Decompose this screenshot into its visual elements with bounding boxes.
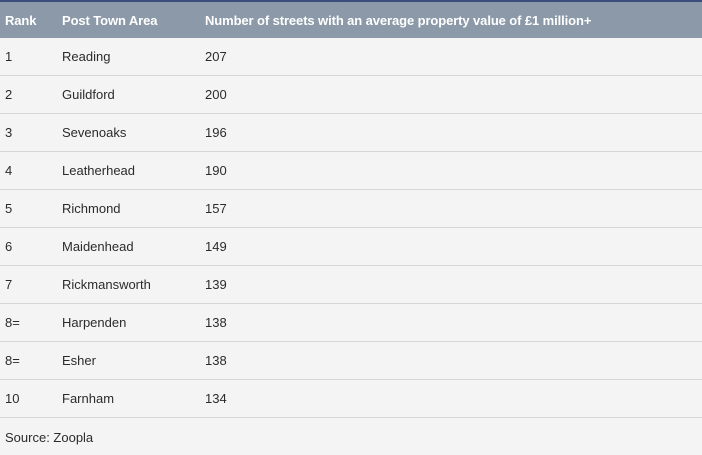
- table-header: Rank Post Town Area Number of streets wi…: [0, 0, 702, 38]
- table-row: 4 Leatherhead 190: [0, 152, 702, 190]
- area-cell: Reading: [62, 49, 111, 64]
- area-cell: Leatherhead: [62, 163, 136, 178]
- area-cell: Sevenoaks: [62, 125, 127, 140]
- count-cell: 134: [205, 391, 227, 406]
- table-row: 3 Sevenoaks 196: [0, 114, 702, 152]
- count-cell: 196: [205, 125, 227, 140]
- header-street-count: Number of streets with an average proper…: [205, 13, 592, 28]
- area-cell: Guildford: [62, 87, 115, 102]
- table-row: 1 Reading 207: [0, 38, 702, 76]
- source-note: Source: Zoopla: [5, 429, 94, 445]
- table-row: 10 Farnham 134: [0, 380, 702, 418]
- rank-cell: 10: [5, 391, 20, 406]
- rank-cell: 7: [5, 277, 13, 292]
- area-cell: Maidenhead: [62, 239, 134, 254]
- table-row: 8= Esher 138: [0, 342, 702, 380]
- rank-cell: 2: [5, 87, 13, 102]
- count-cell: 139: [205, 277, 227, 292]
- table-row: 5 Richmond 157: [0, 190, 702, 228]
- area-cell: Rickmansworth: [62, 277, 151, 292]
- table-body: 1 Reading 207 2 Guildford 200 3 Sevenoak…: [0, 38, 702, 418]
- rank-cell: 3: [5, 125, 13, 140]
- count-cell: 200: [205, 87, 227, 102]
- table-row: 6 Maidenhead 149: [0, 228, 702, 266]
- rank-cell: 4: [5, 163, 13, 178]
- rank-cell: 8=: [5, 353, 20, 368]
- count-cell: 207: [205, 49, 227, 64]
- area-cell: Harpenden: [62, 315, 127, 330]
- count-cell: 138: [205, 315, 227, 330]
- header-post-town-area: Post Town Area: [62, 13, 158, 28]
- table-row: 7 Rickmansworth 139: [0, 266, 702, 304]
- area-cell: Richmond: [62, 201, 121, 216]
- count-cell: 149: [205, 239, 227, 254]
- rank-cell: 8=: [5, 315, 20, 330]
- table-row: 8= Harpenden 138: [0, 304, 702, 342]
- rank-cell: 5: [5, 201, 13, 216]
- count-cell: 138: [205, 353, 227, 368]
- rank-cell: 6: [5, 239, 13, 254]
- count-cell: 157: [205, 201, 227, 216]
- count-cell: 190: [205, 163, 227, 178]
- header-rank: Rank: [5, 13, 37, 28]
- rank-cell: 1: [5, 49, 13, 64]
- table-row: 2 Guildford 200: [0, 76, 702, 114]
- area-cell: Farnham: [62, 391, 115, 406]
- area-cell: Esher: [62, 353, 96, 368]
